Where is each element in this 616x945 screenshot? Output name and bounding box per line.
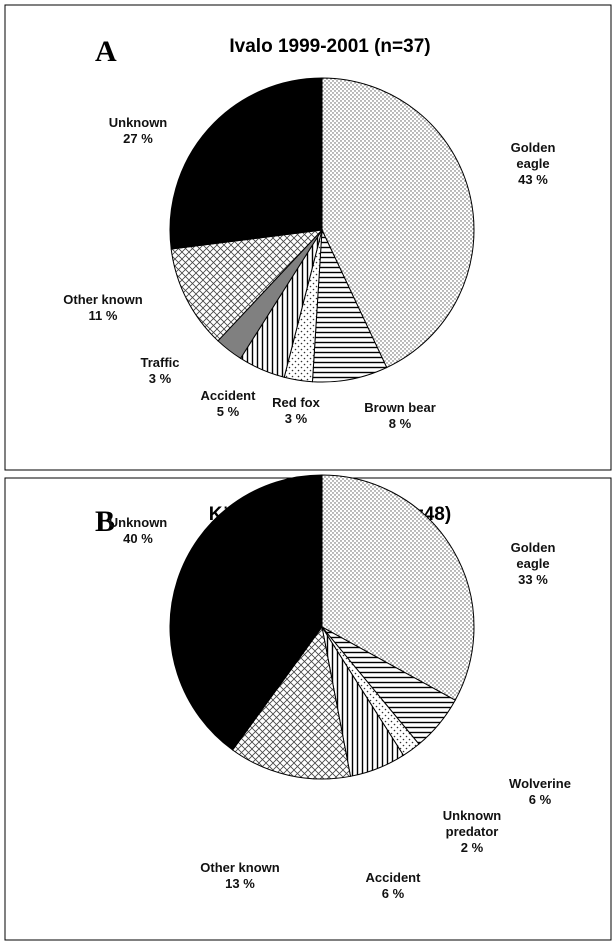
slice-label: Golden eagle 43 % [478,140,588,188]
slice-label: Unknown 27 % [83,115,193,147]
category-label: Unknown [108,115,168,130]
value-label: 2 % [460,840,484,855]
value-label: 3 % [148,371,172,386]
value-label: 43 % [518,172,548,187]
category-label: Wolverine [509,776,571,791]
category-label: Golden eagle [510,540,556,571]
value-label: 33 % [518,572,548,587]
category-label: Accident [365,870,421,885]
value-label: 6 % [381,886,405,901]
chart-title: Ivalo 1999-2001 (n=37) [229,36,430,57]
slice-label: Unknown 40 % [83,515,193,547]
panel-frame [4,4,612,471]
category-label: Accident [200,388,256,403]
value-label: 27 % [123,131,153,146]
slice-label: Traffic 3 % [105,355,215,387]
value-label: 6 % [528,792,552,807]
pie-slice [170,229,324,342]
category-label: Brown bear [364,400,436,415]
pie-slice [169,474,323,751]
category-label: Red fox [272,395,320,410]
slice-label: Red fox 3 % [241,395,351,427]
panel-letter: A [95,35,117,68]
slice-label: Other known 13 % [185,860,295,892]
category-label: Golden eagle [510,140,556,171]
panel-letter: B [95,505,115,538]
slice-label: Other known 11 % [48,292,158,324]
value-label: 13 % [225,876,255,891]
value-label: 3 % [284,411,308,426]
slice-label: Wolverine 6 % [485,776,595,808]
slice-label: Brown bear 8 % [345,400,455,432]
slice-label: Unknown predator 2 % [417,808,527,856]
category-label: Other known [200,860,280,875]
category-label: Other known [63,292,143,307]
category-label: Unknown [108,515,168,530]
category-label: Traffic [140,355,180,370]
pie-slice [169,77,323,250]
slice-label: Accident 5 % [173,388,283,420]
value-label: 5 % [216,404,240,419]
slice-label: Golden eagle 33 % [478,540,588,588]
value-label: 40 % [123,531,153,546]
value-label: 8 % [388,416,412,431]
pie-slice [231,625,352,780]
pie-slice [321,474,475,701]
slice-label: Accident 6 % [338,870,448,902]
category-label: Unknown predator [442,808,502,839]
value-label: 11 % [88,308,118,323]
pie-slice [321,77,475,369]
